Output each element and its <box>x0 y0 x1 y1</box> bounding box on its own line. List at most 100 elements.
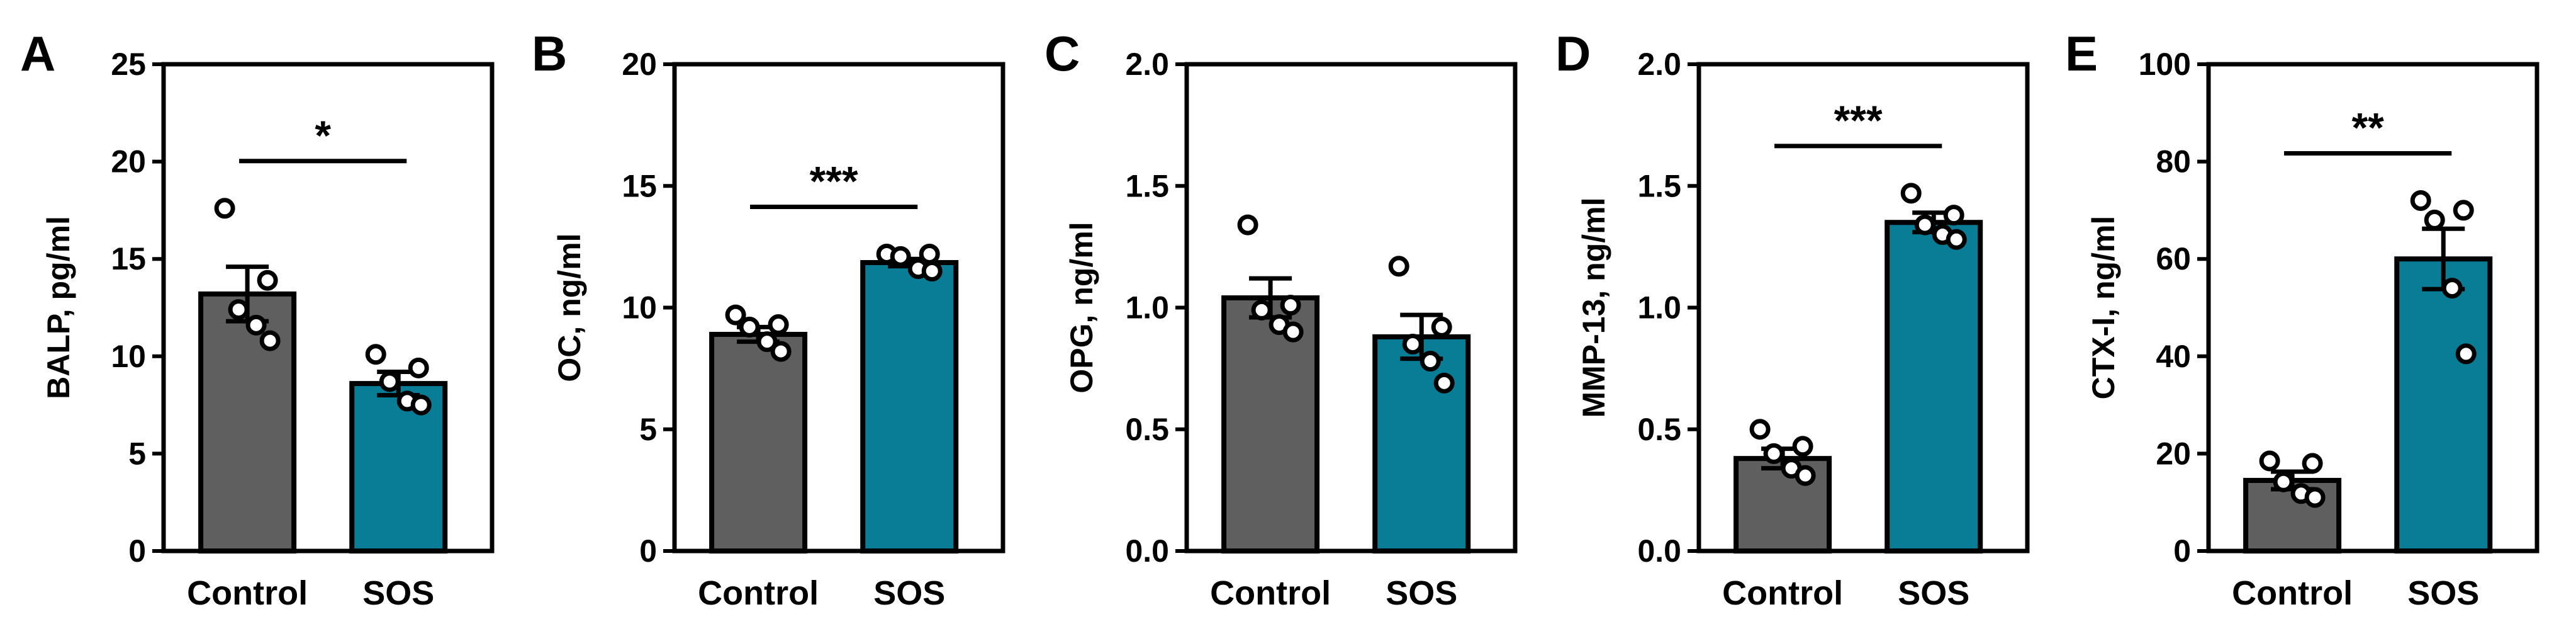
y-tick-label: 5 <box>128 436 146 471</box>
x-category-label: Control <box>187 574 308 612</box>
y-axis-title: OC, ng/ml <box>552 233 587 382</box>
data-point <box>1900 183 1922 204</box>
data-point <box>1251 299 1272 321</box>
y-tick-label: 0.0 <box>1637 533 1681 569</box>
data-point <box>890 246 911 267</box>
data-point <box>2410 190 2431 211</box>
y-axis-title: CTX-I, ng/ml <box>2086 216 2121 400</box>
data-point <box>2273 471 2294 492</box>
y-tick-label: 1.5 <box>1125 168 1169 203</box>
data-point <box>2304 487 2326 508</box>
y-tick-label: 1.0 <box>1125 290 1169 326</box>
data-point <box>379 371 400 392</box>
x-category-label: SOS <box>2407 574 2479 612</box>
data-point <box>257 270 278 291</box>
panel-a: A BALP, pg/ml 0 5 10 15 20 25 Control SOS * <box>20 26 495 612</box>
y-tick-label: 1.5 <box>1637 168 1681 203</box>
y-tick-label: 40 <box>2156 339 2191 374</box>
y-tick-label: 25 <box>111 47 146 82</box>
y-tick-label: 1.0 <box>1637 290 1681 326</box>
y-tick-label: 0.5 <box>1637 412 1681 447</box>
y-tick-label: 5 <box>639 412 657 447</box>
data-point <box>259 330 281 351</box>
panel-letter: D <box>1555 26 1591 81</box>
data-point <box>2453 200 2474 221</box>
data-point <box>1943 205 1964 226</box>
y-tick-label: 15 <box>622 168 657 203</box>
data-point <box>410 394 432 416</box>
y-tick-label: 20 <box>111 144 146 179</box>
data-point <box>919 243 940 264</box>
axes-frame <box>2206 62 2540 554</box>
x-category-label: Control <box>2232 574 2353 612</box>
data-point <box>228 299 249 321</box>
x-category-label: SOS <box>362 574 434 612</box>
data-point <box>1914 214 1935 236</box>
y-tick-label: 100 <box>2139 47 2191 82</box>
panel-letter: B <box>532 26 567 81</box>
bar-sos <box>1884 220 1983 554</box>
axes-frame <box>161 62 495 554</box>
panel-letter: E <box>2065 26 2098 81</box>
data-point <box>1402 333 1423 355</box>
data-point <box>1946 229 1967 250</box>
y-tick-label: 0.0 <box>1125 533 1169 569</box>
bar-sos <box>860 259 959 554</box>
y-axis-title: BALP, pg/ml <box>41 216 76 399</box>
y-tick-label: 0 <box>639 533 657 569</box>
significance-label: * <box>315 112 331 159</box>
panel-e: E CTX-I, ng/ml 0 20 40 60 80 100 Control SOS ** <box>2065 26 2540 612</box>
y-tick-label: 20 <box>2156 436 2191 471</box>
data-point <box>2424 209 2445 230</box>
y-tick-label: 0 <box>128 533 146 569</box>
bar-sos <box>2394 256 2493 554</box>
data-point <box>770 341 792 362</box>
data-point <box>1420 351 1441 372</box>
y-tick-label: 0 <box>2173 533 2191 569</box>
axes-frame <box>1184 62 1518 554</box>
data-point <box>2455 343 2477 365</box>
data-point <box>768 314 789 336</box>
y-axis-title: OPG, ng/ml <box>1064 222 1099 393</box>
data-point <box>245 314 267 336</box>
data-point <box>1237 214 1258 236</box>
y-tick-label: 15 <box>111 241 146 276</box>
data-point <box>2302 453 2323 474</box>
bar-control <box>709 332 808 554</box>
bar-control <box>198 291 297 554</box>
data-point <box>1388 256 1409 277</box>
data-point <box>1749 419 1771 440</box>
x-category-label: SOS <box>1898 574 1969 612</box>
y-tick-label: 2.0 <box>1125 47 1169 82</box>
axes-frame <box>672 62 1005 554</box>
data-point <box>1280 295 1301 316</box>
x-category-label: SOS <box>873 574 945 612</box>
significance-label: ** <box>2351 104 2384 150</box>
panel-letter: C <box>1044 26 1080 81</box>
data-point <box>1795 465 1816 486</box>
data-point <box>365 344 386 365</box>
data-point <box>756 331 778 353</box>
data-point <box>1282 321 1304 343</box>
x-category-label: Control <box>1210 574 1331 612</box>
data-point <box>1433 372 1455 394</box>
data-point <box>1792 436 1813 457</box>
data-point <box>725 304 746 326</box>
panel-c: C OPG, ng/ml 0.0 0.5 1.0 1.5 2.0 Control SOS <box>1044 26 1518 612</box>
data-point <box>1431 316 1452 338</box>
y-tick-label: 2.0 <box>1637 47 1681 82</box>
panel-d: D MMP-13, ng/ml 0.0 0.5 1.0 1.5 2.0 Control SOS *… <box>1555 26 2030 612</box>
significance-label: *** <box>810 157 858 204</box>
panel-b: B OC, ng/ml 0 5 10 15 20 Control SOS *** <box>532 26 1005 612</box>
data-point <box>1763 443 1784 464</box>
y-tick-label: 20 <box>622 47 657 82</box>
data-point <box>2259 450 2280 472</box>
significance-label: *** <box>1834 97 1883 144</box>
x-category-label: Control <box>698 574 819 612</box>
y-tick-label: 10 <box>111 339 146 374</box>
x-category-label: Control <box>1722 574 1843 612</box>
bar-control <box>1221 295 1320 554</box>
y-tick-label: 80 <box>2156 144 2191 179</box>
bar-sos <box>1372 334 1471 554</box>
